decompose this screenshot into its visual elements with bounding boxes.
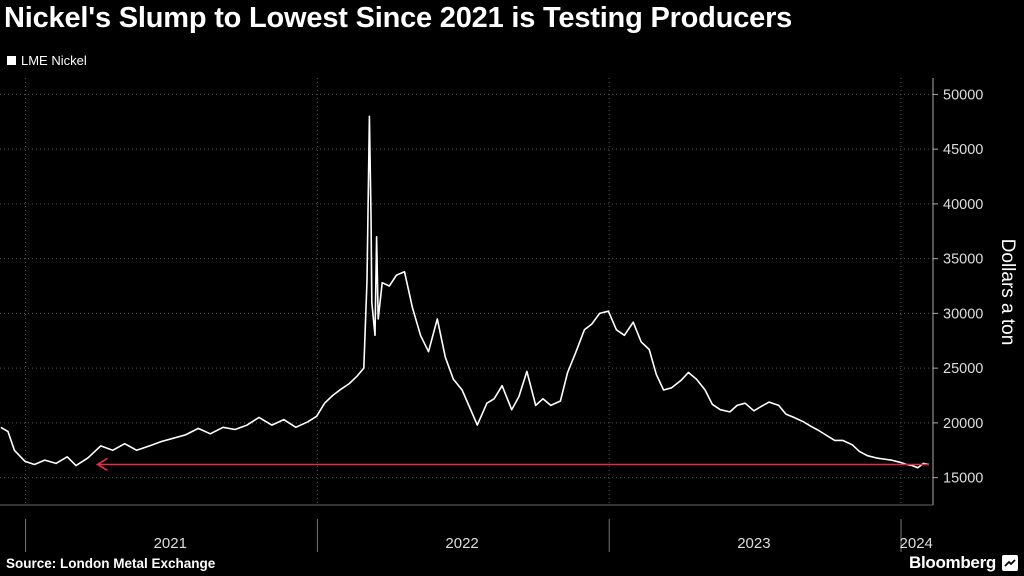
series-line-lme-nickel	[0, 115, 930, 469]
series-layer	[0, 115, 930, 469]
y-tick-label: 50000	[943, 87, 983, 103]
y-axis-label: Dollars a ton	[997, 239, 1018, 346]
bloomberg-icon	[1002, 555, 1018, 571]
x-tick-label: 2022	[445, 535, 478, 552]
y-tick-label: 35000	[943, 252, 983, 268]
y-tick-label: 20000	[943, 416, 983, 432]
axes: 15000 20000 25000 30000 35000 40000 45000 50000…	[0, 78, 1018, 552]
grid-lines	[0, 78, 933, 505]
y-tick-label: 45000	[943, 142, 983, 158]
x-tick-label: 2024	[900, 535, 933, 552]
y-tick-label: 15000	[943, 471, 983, 487]
legend-swatch	[7, 56, 16, 65]
legend: LME Nickel	[7, 53, 87, 68]
annotation-layer	[95, 457, 930, 472]
x-tick-label: 2021	[154, 535, 187, 552]
legend-label: LME Nickel	[21, 53, 87, 68]
y-tick-label: 30000	[943, 306, 983, 322]
brand-logo: Bloomberg	[908, 553, 996, 572]
arrow-head	[95, 457, 108, 472]
y-tick-label: 25000	[943, 361, 983, 377]
y-tick-label: 40000	[943, 197, 983, 213]
chart-title: Nickel's Slump to Lowest Since 2021 is T…	[4, 2, 793, 34]
source-note: Source: London Metal Exchange	[6, 556, 216, 571]
x-tick-label: 2023	[737, 535, 770, 552]
